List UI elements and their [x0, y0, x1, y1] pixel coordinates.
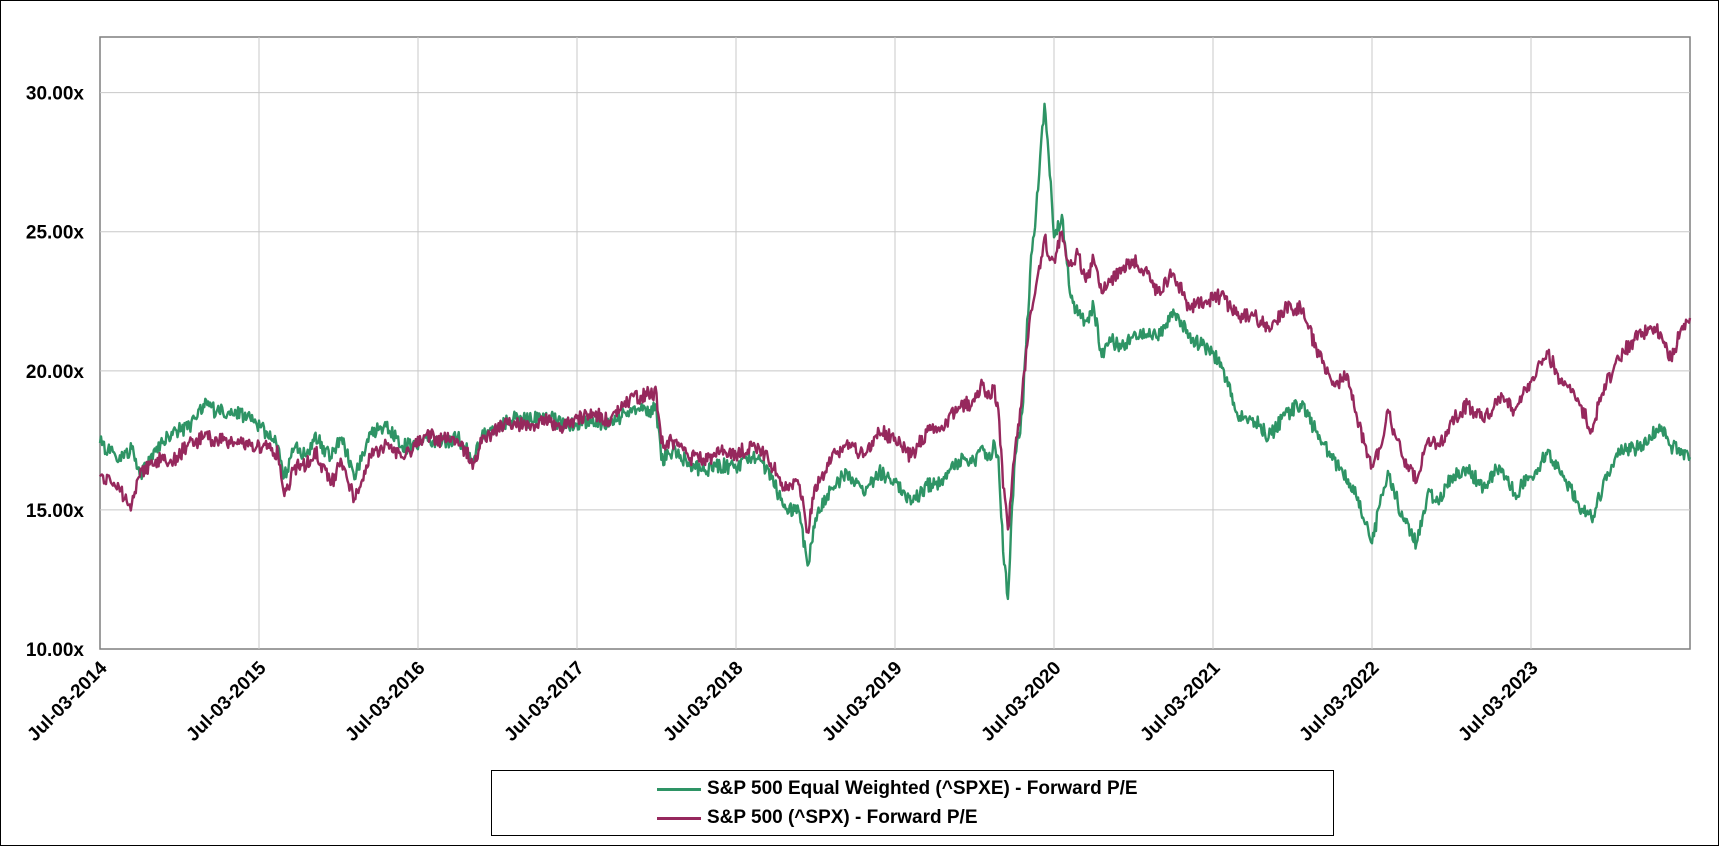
legend-entry-spx: S&P 500 (^SPX) - Forward P/E [657, 804, 978, 832]
x-tick-label: Jul-03-2022 [1295, 658, 1383, 746]
y-tick-label: 10.00x [26, 640, 85, 661]
series-line-spxe [98, 102, 1692, 601]
x-tick-label: Jul-03-2017 [500, 658, 588, 746]
x-tick-label: Jul-03-2020 [977, 658, 1065, 746]
series-lines [98, 102, 1692, 601]
legend-swatch-spxe [657, 787, 701, 791]
y-tick-label: 15.00x [26, 501, 85, 522]
x-tick-label: Jul-03-2018 [659, 658, 747, 746]
x-axis-ticks: Jul-03-2014 Jul-03-2015 Jul-03-2016 Jul-03-… [23, 657, 1542, 745]
x-tick-label: Jul-03-2019 [818, 658, 906, 746]
y-tick-label: 30.00x [26, 84, 85, 105]
legend-swatch-spx [657, 816, 701, 820]
x-tick-label: Jul-03-2021 [1136, 657, 1224, 745]
chart-legend: S&P 500 Equal Weighted (^SPXE) - Forward… [491, 770, 1334, 836]
legend-label-spxe: S&P 500 Equal Weighted (^SPXE) - Forward… [707, 778, 1138, 799]
legend-label-spx: S&P 500 (^SPX) - Forward P/E [707, 807, 978, 828]
y-tick-label: 20.00x [26, 362, 85, 383]
x-tick-label: Jul-03-2014 [23, 657, 111, 745]
x-tick-label: Jul-03-2016 [341, 658, 429, 746]
series-line-spx [99, 230, 1692, 534]
x-tick-label: Jul-03-2015 [182, 657, 270, 745]
x-tick-label: Jul-03-2023 [1454, 658, 1542, 746]
y-tick-label: 25.00x [26, 223, 85, 244]
legend-entry-spxe: S&P 500 Equal Weighted (^SPXE) - Forward… [657, 775, 1138, 803]
y-axis-ticks: 10.00x 15.00x 20.00x 25.00x 30.00x [26, 84, 85, 661]
